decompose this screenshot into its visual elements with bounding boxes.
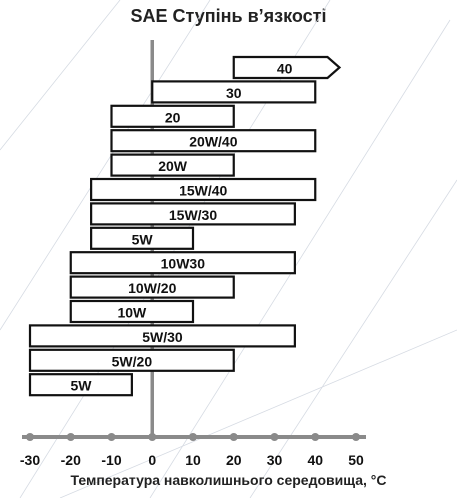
tick-dot [107,433,116,441]
bar-label: 15W/40 [179,183,227,199]
bar [110,129,317,153]
x-tick-label: 40 [307,452,323,468]
bar [90,226,195,250]
bar [110,153,235,177]
bar [69,275,235,299]
background-line [59,329,457,498]
bar [28,324,296,348]
bar [90,202,296,226]
x-tick-label: 30 [267,452,283,468]
tick-dot [26,433,34,441]
bar [232,55,342,80]
x-tick-label: 20 [226,452,242,468]
x-tick-label: -10 [101,452,121,468]
bar-label: 10W [117,305,147,321]
tick-dot [189,433,197,441]
bar [69,299,195,324]
bar-label: 10W/20 [128,280,176,296]
bar-label: 30 [226,85,242,101]
bar-label: 15W/30 [169,207,217,223]
x-tick-label: -30 [20,452,40,468]
tick-dot [66,433,75,441]
bar-label: 5W [132,231,154,247]
background-line [149,19,451,498]
bar-label: 10W30 [161,256,206,272]
tick-dot [311,433,320,441]
background-line [0,0,121,151]
bar-label: 20W [158,158,188,174]
tick-dot [352,433,360,441]
bar [69,251,296,275]
x-axis-label: Температура навколишнього середовища, °C [70,472,387,488]
chart-title: SAE Ступінь в’язкості [130,6,327,26]
bar-label: 20W/40 [189,134,237,150]
bar-label: 5W/20 [112,353,153,369]
tick-dot [270,433,279,441]
x-tick-label: -20 [61,452,81,468]
x-axis: -30 -20 -10 0 10 20 30 40 50 [20,433,366,468]
tick-dot [148,433,157,441]
bar-label: 20 [165,109,181,125]
tick-dot [229,433,238,441]
x-tick-label: 50 [348,452,364,468]
bar [28,348,235,372]
bar-label: 5W/30 [142,329,183,345]
bar [151,80,317,104]
bar-label: 5W [70,378,92,394]
bar [28,373,133,397]
background-line [249,179,457,498]
bar [90,177,317,202]
x-tick-label: 0 [148,452,156,468]
background-line [0,0,211,331]
x-tick-label: 10 [185,452,201,468]
bar-label: 40 [277,61,293,77]
bar [110,104,235,128]
